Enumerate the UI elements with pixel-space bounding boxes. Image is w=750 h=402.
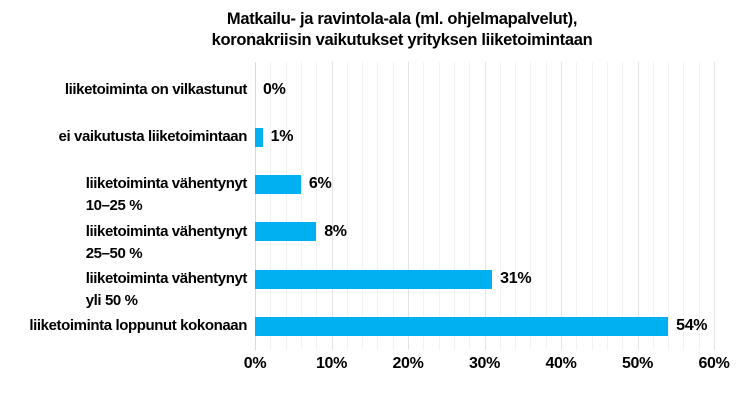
minor-gridline — [346, 62, 348, 350]
x-tick-label: 10% — [315, 355, 348, 372]
minor-gridline — [469, 62, 471, 350]
major-gridline — [637, 62, 639, 350]
category-label: liiketoiminta vähentynyt 25–50 % — [0, 221, 248, 265]
x-tick-label: 60% — [698, 355, 730, 372]
minor-gridline — [285, 62, 287, 350]
bar — [255, 222, 317, 242]
major-gridline — [408, 62, 409, 350]
minor-gridline — [362, 62, 364, 350]
major-gridline — [484, 62, 486, 350]
category-label: ei vaikutusta liiketoimintaan — [0, 126, 248, 148]
minor-gridline — [515, 62, 517, 350]
minor-gridline — [576, 62, 578, 350]
x-tick-label: 30% — [468, 355, 501, 372]
category-label-text: liiketoiminta vähentynyt 10–25 % — [85, 175, 248, 215]
category-label: liiketoiminta vähentynyt 10–25 % — [0, 173, 248, 217]
value-label: 6% — [308, 175, 332, 193]
minor-gridline — [606, 62, 608, 350]
minor-gridline — [622, 62, 624, 350]
minor-gridline — [652, 62, 654, 350]
minor-gridline — [438, 62, 440, 350]
minor-gridline — [377, 62, 379, 350]
minor-gridline — [545, 62, 547, 350]
minor-gridline — [423, 62, 425, 350]
category-label-text: liiketoiminta vähentynyt 25–50 % — [85, 222, 248, 262]
minor-gridline — [698, 62, 700, 350]
minor-gridline — [530, 62, 532, 350]
bar — [255, 127, 263, 147]
category-label: liiketoiminta loppunut kokonaan — [0, 315, 247, 337]
minor-gridline — [683, 62, 685, 350]
minor-gridline — [316, 62, 318, 350]
value-label: 1% — [270, 128, 294, 145]
minor-gridline — [270, 62, 272, 350]
value-label: 31% — [500, 270, 532, 287]
major-gridline — [561, 62, 562, 350]
minor-gridline — [453, 62, 455, 350]
chart-title: Matkailu- ja ravintola-ala (ml. ohjelmap… — [54, 9, 750, 51]
bar — [255, 316, 669, 336]
major-gridline — [714, 62, 715, 350]
minor-gridline — [300, 62, 302, 350]
major-gridline — [331, 62, 333, 350]
x-tick-label: 40% — [545, 355, 577, 372]
minor-gridline — [392, 62, 394, 350]
x-tick-label: 20% — [392, 355, 424, 372]
y-axis-line — [255, 62, 256, 350]
value-label: 0% — [263, 80, 286, 98]
chart-title-line2: koronakriisin vaikutukset yrityksen liik… — [211, 31, 593, 49]
category-label-text: liiketoiminta loppunut kokonaan — [29, 317, 247, 335]
category-label-text: liiketoiminta vähentynyt yli 50 % — [85, 270, 248, 309]
bar — [255, 269, 493, 289]
category-label: liiketoiminta vähentynyt yli 50 % — [0, 268, 248, 312]
x-tick-label: 50% — [621, 355, 654, 372]
category-label-text: ei vaikutusta liiketoimintaan — [58, 128, 248, 145]
bar — [255, 174, 301, 194]
category-label: liiketoiminta on vilkastunut — [0, 79, 248, 101]
minor-gridline — [591, 62, 593, 350]
category-label-text: liiketoiminta on vilkastunut — [64, 80, 248, 98]
value-label: 8% — [324, 222, 347, 240]
minor-gridline — [499, 62, 501, 350]
x-tick-label: 0% — [243, 355, 267, 372]
chart-title-line1: Matkailu- ja ravintola-ala (ml. ohjelmap… — [226, 10, 578, 28]
minor-gridline — [668, 62, 670, 350]
value-label: 54% — [676, 317, 708, 335]
